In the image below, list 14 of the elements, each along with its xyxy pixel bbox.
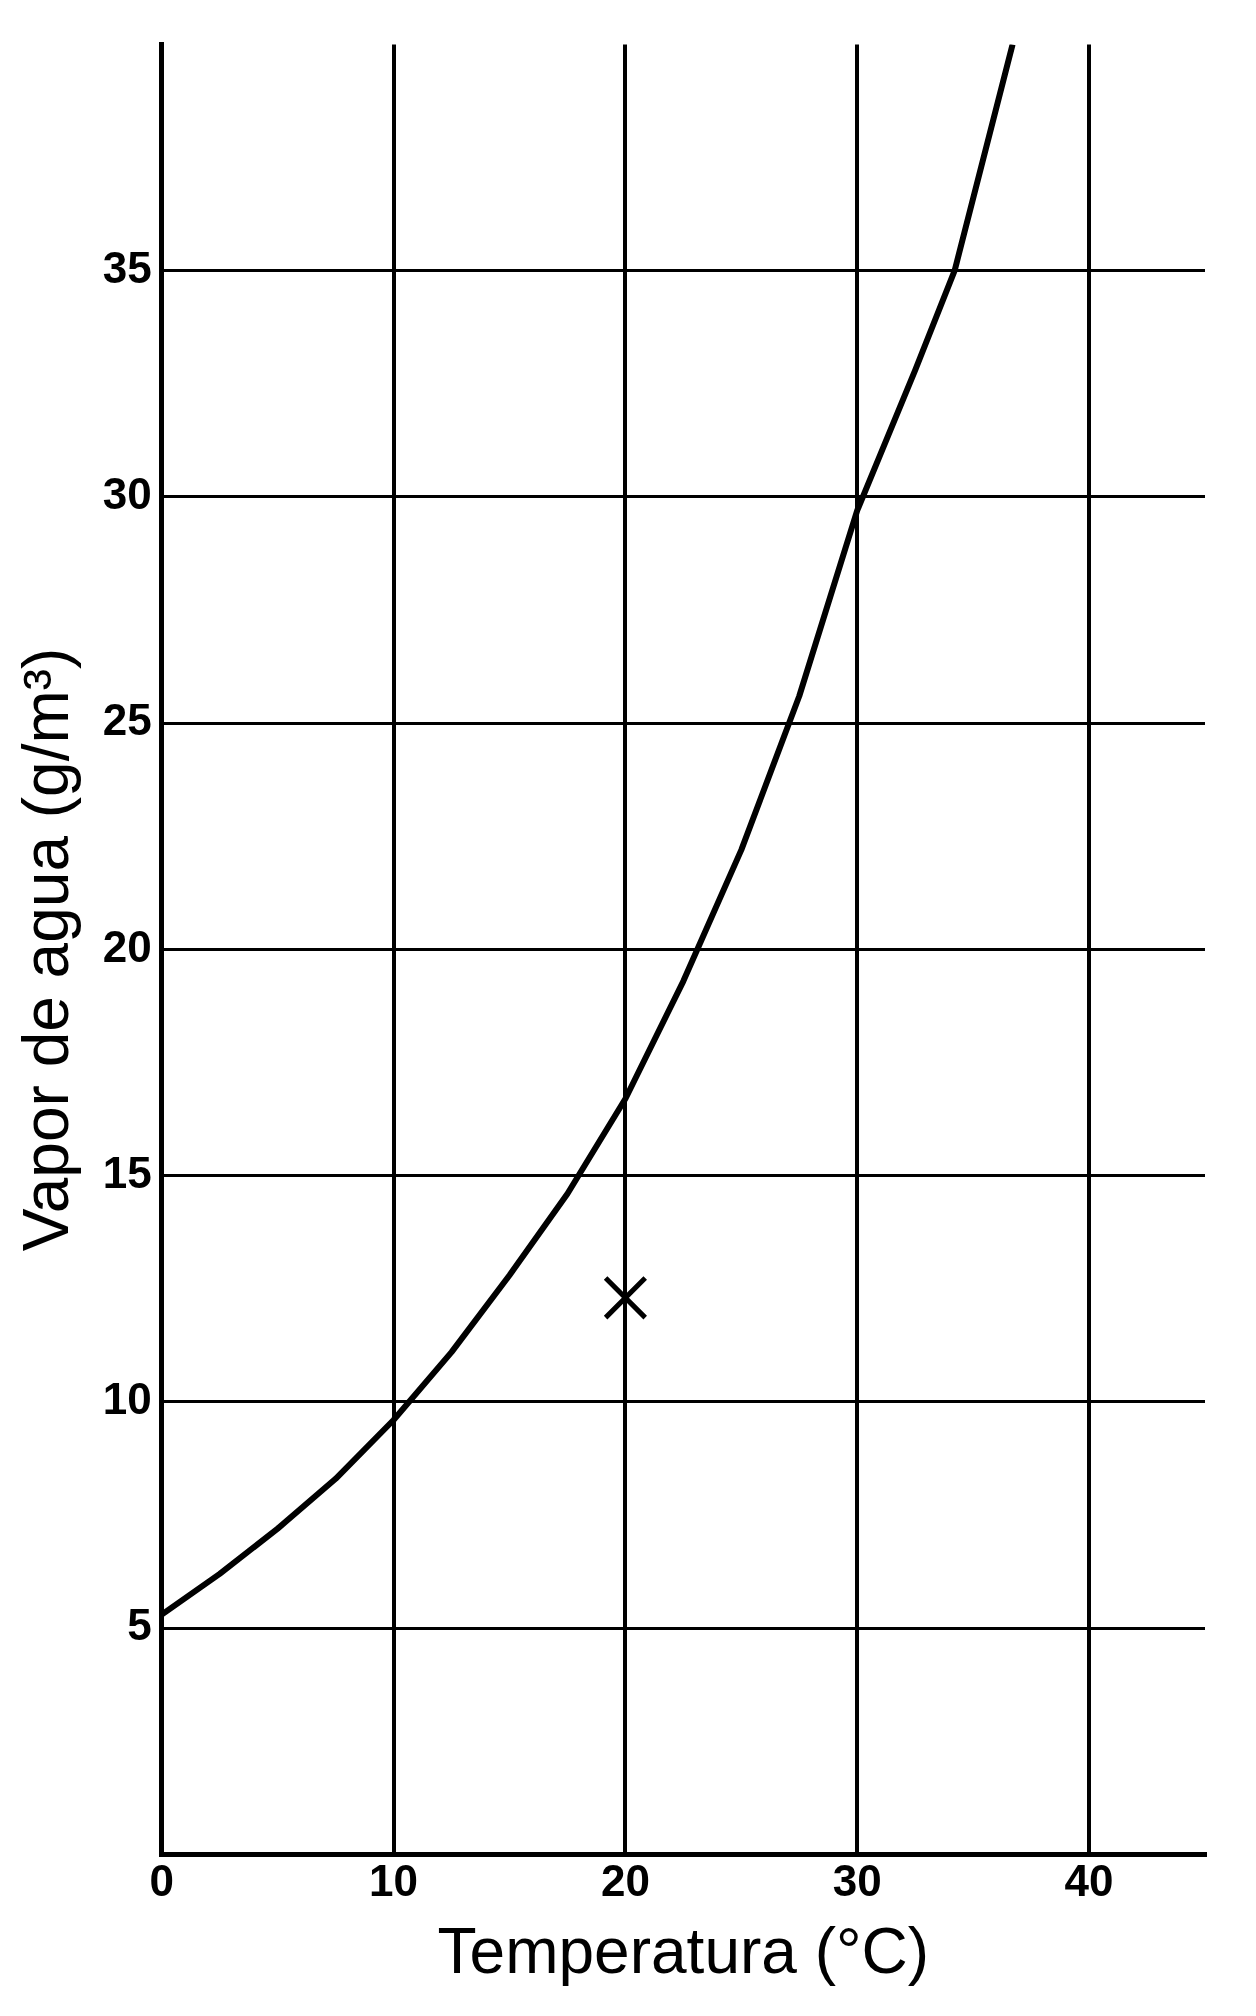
y-tick-label: 20 [102, 921, 152, 971]
x-tick-label: 30 [832, 1855, 882, 1905]
y-tick-label: 30 [102, 469, 152, 519]
y-tick-label: 15 [102, 1147, 152, 1197]
x-tick-label: 0 [149, 1855, 174, 1905]
x-tick-label: 20 [600, 1855, 650, 1905]
x-tick-label: 40 [1064, 1855, 1114, 1905]
x-axis-title: Temperatura (°C) [437, 1915, 930, 1988]
y-tick-label: 10 [102, 1374, 152, 1424]
y-tick-label: 5 [127, 1600, 152, 1650]
x-tick-label: 10 [369, 1855, 419, 1905]
y-tick-label: 25 [102, 695, 152, 745]
y-axis-title: Vapor de agua (g/m³) [10, 647, 83, 1252]
y-tick-label: 35 [102, 242, 152, 292]
